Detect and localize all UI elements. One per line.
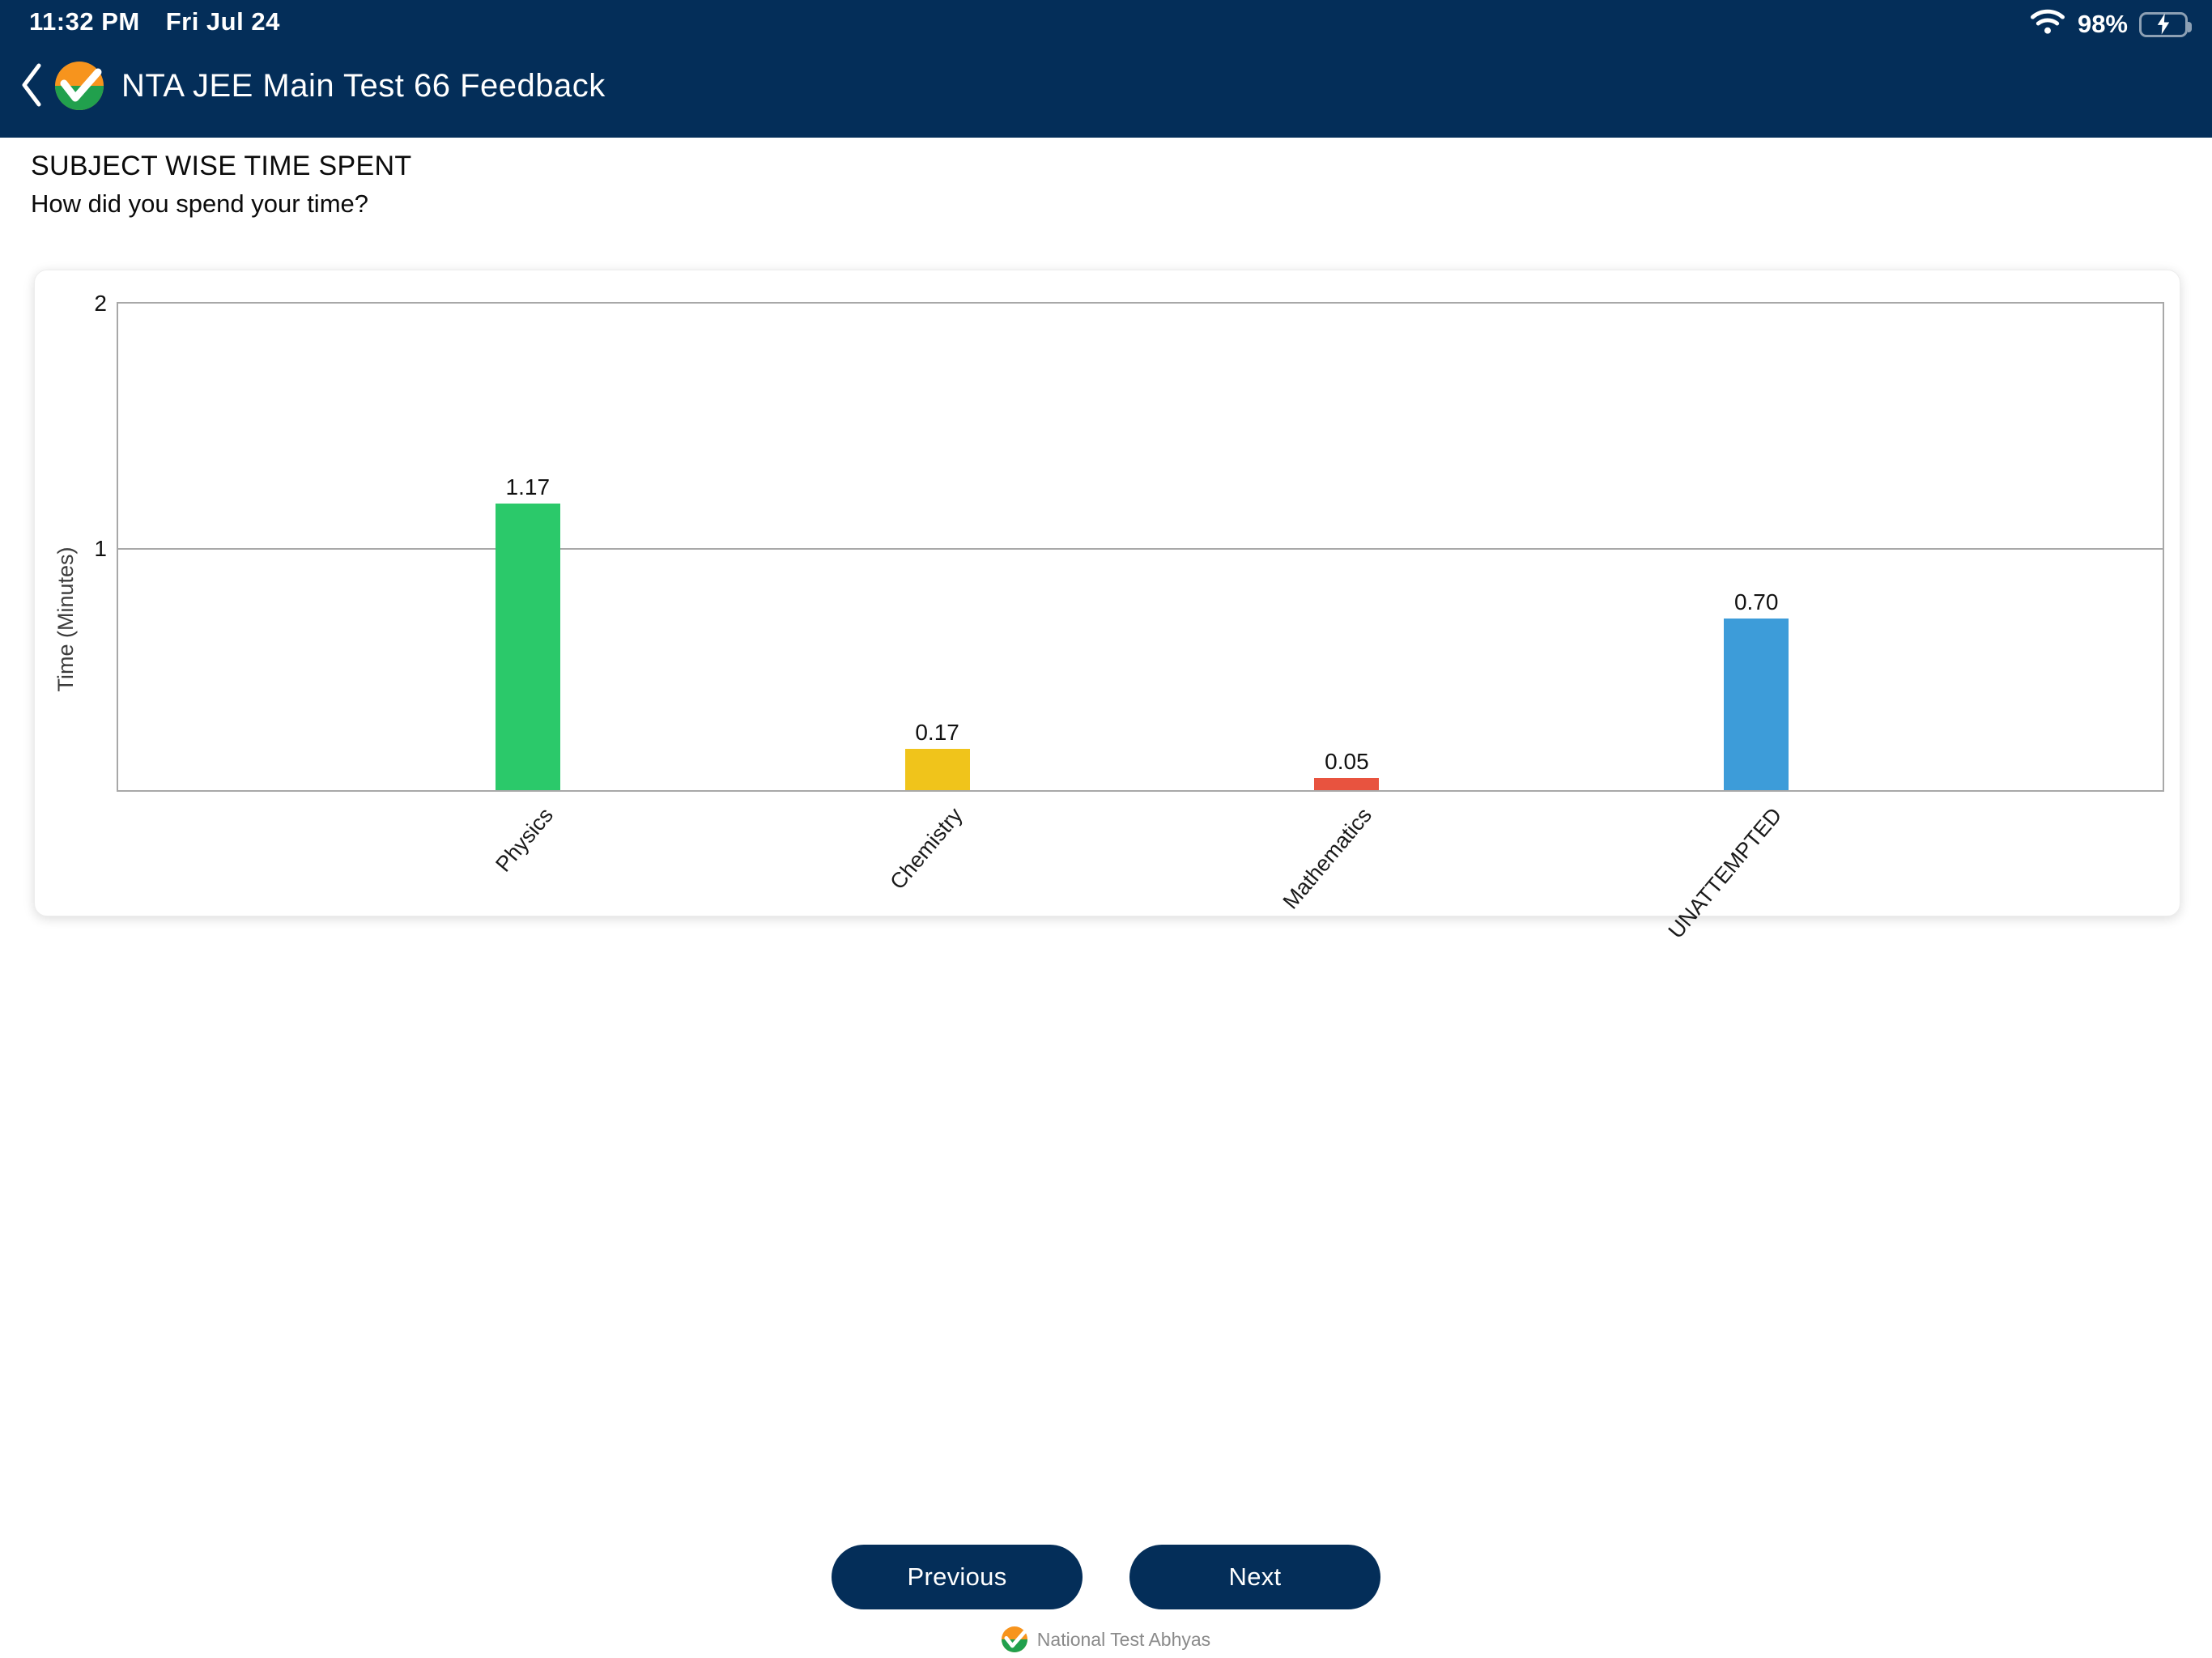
- status-bar-left: 11:32 PM Fri Jul 24: [29, 7, 280, 36]
- bar-unattempted[interactable]: [1724, 619, 1789, 790]
- x-axis-label-mathematics: Mathematics: [1278, 803, 1377, 914]
- bar-chemistry[interactable]: [904, 748, 970, 790]
- battery-percent: 98%: [2077, 10, 2128, 38]
- chevron-left-icon: [21, 62, 42, 111]
- chart-card: Time (Minutes) 1 2 1.17 Physics 0.17 Chemistr…: [34, 270, 2180, 943]
- previous-button[interactable]: Previous: [832, 1545, 1083, 1609]
- back-button[interactable]: [18, 62, 45, 111]
- plot-area: Time (Minutes) 1 2 1.17 Physics 0.17 Chemistr…: [53, 291, 2164, 943]
- next-button[interactable]: Next: [1129, 1545, 1380, 1609]
- bar-value-label: 1.17: [505, 474, 551, 500]
- status-date: Fri Jul 24: [165, 7, 280, 36]
- bar-value-label: 0.17: [915, 719, 959, 745]
- y-tick-label: 2: [94, 291, 107, 316]
- nta-logo-icon: [1001, 1626, 1027, 1652]
- bar-value-label: 0.70: [1733, 589, 1779, 615]
- bar-physics[interactable]: [495, 504, 560, 790]
- nta-logo-icon: [55, 62, 104, 110]
- status-time: 11:32 PM: [29, 7, 140, 36]
- bar-mathematics[interactable]: [1314, 777, 1380, 790]
- x-axis-label-chemistry: Chemistry: [885, 803, 968, 895]
- y-tick-label: 1: [94, 535, 107, 561]
- bar-value-label: 0.05: [1325, 748, 1369, 774]
- battery-charging-icon: [2139, 11, 2192, 37]
- status-bar-right: 98%: [2029, 7, 2192, 41]
- gridline-y1: [118, 547, 2163, 550]
- section-title: SUBJECT WISE TIME SPENT: [31, 151, 412, 181]
- section-subtitle: How did you spend your time?: [31, 189, 369, 218]
- nav-header: NTA JEE Main Test 66 Feedback: [18, 53, 606, 118]
- wifi-icon: [2029, 7, 2066, 41]
- top-bar: 11:32 PM Fri Jul 24 98%: [0, 0, 2212, 138]
- footer: National Test Abhyas: [0, 1621, 2212, 1658]
- x-axis-label-unattempted: UNATTEMPTED: [1663, 803, 1787, 943]
- footer-brand: National Test Abhyas: [1036, 1628, 1211, 1650]
- header-title: NTA JEE Main Test 66 Feedback: [121, 67, 606, 104]
- x-axis-label-physics: Physics: [491, 803, 558, 877]
